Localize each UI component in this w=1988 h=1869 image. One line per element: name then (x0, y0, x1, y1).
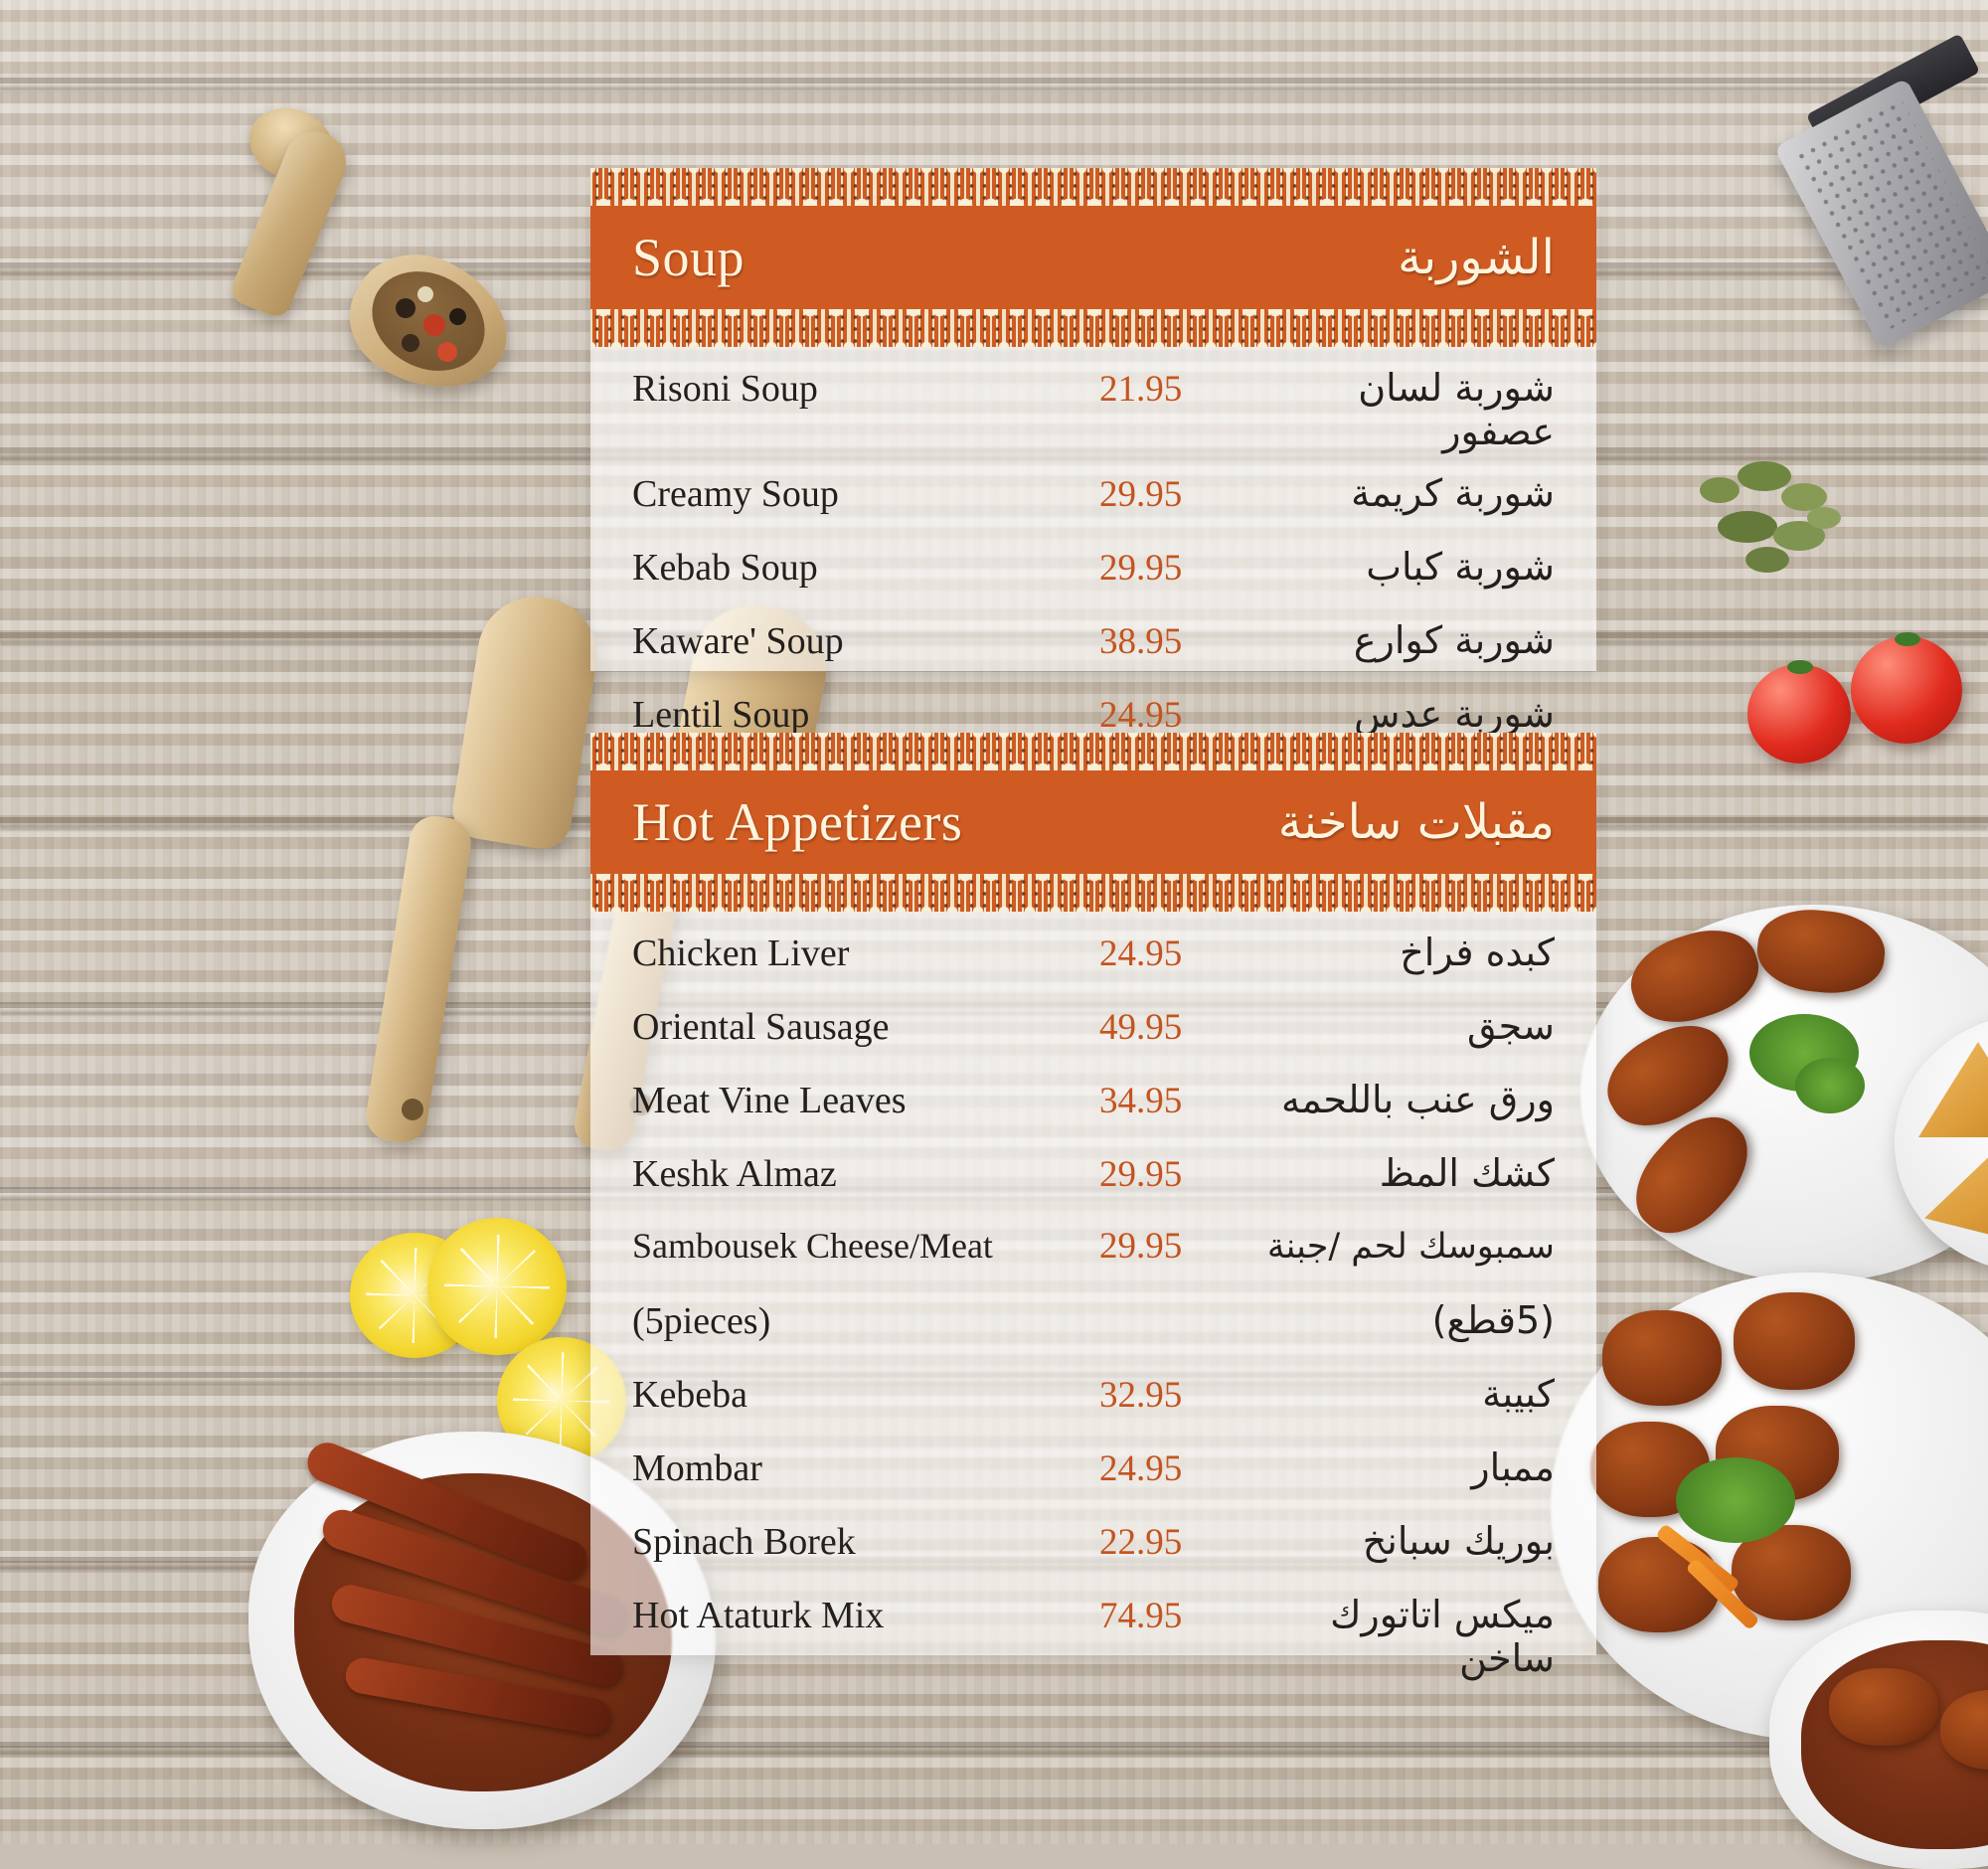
item-name-en: Kebab Soup (632, 547, 818, 589)
item-price: 24.95 (1099, 934, 1183, 974)
meat-piece (1829, 1668, 1938, 1746)
item-name-ar: شوربة عدس (1354, 692, 1555, 736)
plank-seam (0, 85, 1988, 92)
parsley-garnish (1676, 1457, 1795, 1543)
item-name-ar: بوريك سبانخ (1362, 1519, 1555, 1563)
menu-row: Kaware' Soup 38.95 شوربة كوارع (632, 609, 1555, 683)
soup-title-ar: الشوربة (1398, 230, 1555, 285)
menu-row: Chicken Liver 24.95 كبده فراخ (632, 922, 1555, 995)
lace-border-bottom (590, 309, 1596, 347)
item-name-ar: سجق (1466, 1004, 1555, 1048)
item-name-ar: شوربة كريمة (1351, 471, 1555, 515)
menu-row-subtext: (5pieces) (5قطع) (632, 1289, 1555, 1363)
item-price: 34.95 (1099, 1081, 1183, 1121)
item-name-ar: شوربة كوارع (1353, 618, 1555, 662)
plank-seam (0, 1750, 1988, 1757)
item-name-en: Lentil Soup (632, 694, 810, 736)
hot-appetizers-items-list: Chicken Liver 24.95 كبده فراخ Oriental S… (590, 874, 1596, 1715)
item-name-en: Risoni Soup (632, 368, 818, 410)
menu-row: Meat Vine Leaves 34.95 ورق عنب باللحمه (632, 1069, 1555, 1142)
menu-row: Mombar 24.95 ممبار (632, 1437, 1555, 1510)
item-name-ar: شوربة لسان عصفور (1358, 366, 1555, 453)
parsley-garnish (1795, 1058, 1865, 1113)
item-name-en: Keshk Almaz (632, 1153, 837, 1195)
item-price: 49.95 (1099, 1007, 1183, 1048)
kebab-piece (1734, 1292, 1855, 1390)
item-price: 24.95 (1099, 695, 1183, 736)
menu-row: Lentil Soup 24.95 شوربة عدس (632, 683, 1555, 757)
item-name-en: Kaware' Soup (632, 620, 844, 662)
menu-row: Kebeba 32.95 كبيبة (632, 1363, 1555, 1437)
item-name-en: Hot Ataturk Mix (632, 1595, 885, 1636)
soup-title-en: Soup (632, 228, 746, 287)
hot-appetizers-title-ar: مقبلات ساخنة (1277, 794, 1555, 850)
item-name-en: Sambousek Cheese/Meat (632, 1226, 993, 1266)
hot-appetizers-section-header: Hot Appetizers مقبلات ساخنة (590, 733, 1596, 912)
menu-section-soup: Soup الشوربة Risoni Soup 21.95 شوربة لسا… (590, 168, 1596, 736)
item-price: 74.95 (1099, 1596, 1183, 1636)
menu-row: Risoni Soup 21.95 شوربة لسان عصفور (632, 357, 1555, 462)
menu-row: Oriental Sausage 49.95 سجق (632, 995, 1555, 1069)
item-price: 32.95 (1099, 1375, 1183, 1416)
menu-row: Creamy Soup 29.95 شوربة كريمة (632, 462, 1555, 536)
menu-section-hot-appetizers: Hot Appetizers مقبلات ساخنة Chicken Live… (590, 733, 1596, 1680)
item-price: 29.95 (1099, 548, 1183, 589)
item-name-en: Creamy Soup (632, 473, 839, 515)
item-name-en: Kebeba (632, 1374, 748, 1416)
soup-items-list: Risoni Soup 21.95 شوربة لسان عصفور Cream… (590, 309, 1596, 782)
kebab-piece (1602, 1310, 1722, 1406)
menu-row: Hot Ataturk Mix 74.95 ميكس اتاتورك ساخن (632, 1584, 1555, 1689)
item-price: 38.95 (1099, 621, 1183, 662)
hot-appetizers-title-en: Hot Appetizers (632, 792, 963, 852)
item-name-ar: شوربة كباب (1366, 545, 1555, 589)
item-name-ar: (5قطع) (1431, 1298, 1555, 1342)
item-price: 21.95 (1099, 369, 1183, 410)
item-price: 29.95 (1099, 1154, 1183, 1195)
menu-row: Sambousek Cheese/Meat 29.95 سمبوسك لحم /… (632, 1216, 1555, 1289)
item-name-ar: كشك المظ (1379, 1151, 1555, 1195)
item-name-en: Meat Vine Leaves (632, 1080, 907, 1121)
item-name-ar: سمبوسك لحم /جبنة (1266, 1227, 1555, 1267)
item-name-en: Spinach Borek (632, 1521, 856, 1563)
lace-border-top (590, 168, 1596, 206)
item-name-en: Oriental Sausage (632, 1006, 890, 1048)
menu-row: Kebab Soup 29.95 شوربة كباب (632, 536, 1555, 609)
lace-border-bottom (590, 874, 1596, 912)
menu-row: Spinach Borek 22.95 بوريك سبانخ (632, 1510, 1555, 1584)
item-price: 29.95 (1099, 474, 1183, 515)
soup-section-header: Soup الشوربة (590, 168, 1596, 347)
item-name-ar: كبيبة (1482, 1372, 1555, 1416)
item-price: 22.95 (1099, 1522, 1183, 1563)
item-name-ar: ورق عنب باللحمه (1281, 1078, 1555, 1121)
item-name-ar: ميكس اتاتورك ساخن (1330, 1593, 1555, 1680)
item-name-en: (5pieces) (632, 1300, 771, 1342)
item-price: 24.95 (1099, 1448, 1183, 1489)
item-name-ar: كبده فراخ (1400, 931, 1555, 974)
lace-border-top (590, 733, 1596, 770)
menu-row: Keshk Almaz 29.95 كشك المظ (632, 1142, 1555, 1216)
item-price: 29.95 (1099, 1226, 1183, 1267)
item-name-en: Mombar (632, 1447, 762, 1489)
item-name-en: Chicken Liver (632, 933, 850, 974)
item-name-ar: ممبار (1471, 1445, 1555, 1489)
